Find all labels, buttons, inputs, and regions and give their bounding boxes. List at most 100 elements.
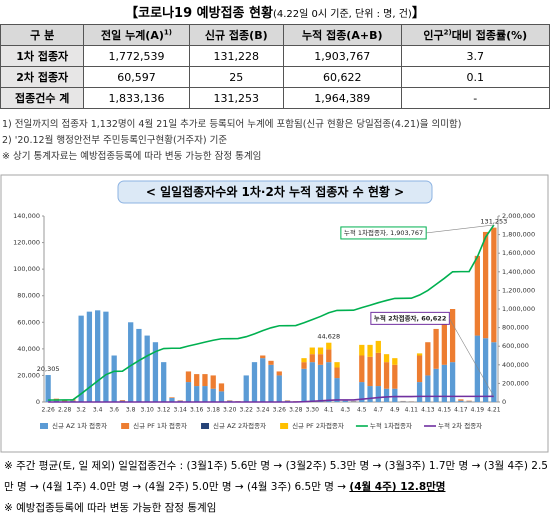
legend-swatch [280,423,288,429]
bar [268,365,273,402]
x-tick-label: 3.12 [157,407,171,414]
x-tick-label: 2.26 [41,407,55,414]
bar [252,362,257,402]
bar [301,358,306,362]
x-tick-label: 3.20 [223,407,237,414]
bar [400,401,405,402]
bar [417,356,422,383]
bar [367,386,372,402]
y2-tick-label: 600,000 [502,342,529,350]
bar [425,375,430,402]
bar [301,369,306,402]
table-cell: 131,228 [189,46,283,67]
bar [120,400,125,401]
x-tick-label: 3.14 [174,407,188,414]
x-tick-label: 2.28 [58,407,72,414]
x-tick-label: 4.9 [390,407,400,414]
bar [45,375,50,402]
bar [491,228,496,343]
bar [161,362,166,402]
header-text: 구 분 [30,29,54,42]
table-cell: - [401,88,549,109]
bar [417,382,422,402]
header-cell: 구 분 [1,25,84,46]
y-tick-label: 60,000 [17,318,40,326]
total-label: 131,253 [480,218,507,226]
bar [458,401,463,402]
bar [367,357,372,386]
total-label: 20,305 [37,365,60,373]
bar [442,318,447,365]
bar [392,365,397,389]
total-label: 44,628 [317,333,340,341]
weekly-value: (3월1주) 5.6만 명 [186,460,270,472]
header-text: 2) [444,28,452,36]
table-cell: 1,772,539 [84,46,189,67]
bar [351,401,356,402]
bar [260,358,265,402]
row-header: 접종건수 계 [1,88,84,109]
note: 2) '20.12월 행정안전부 주민등록인구현황(거주자) 기준 [2,133,461,149]
arrow: → [273,460,282,472]
y-tick-label: 0 [36,398,40,406]
y2-tick-label: 0 [502,398,506,406]
bar [318,365,323,402]
chart-title: < 일일접종자수와 1차·2차 누적 접종자 수 현황 > [146,184,404,199]
chart: < 일일접종자수와 1차·2차 누적 접종자 수 현황 > 020,00040,… [0,174,550,454]
x-tick-label: 4.17 [454,407,468,414]
table-cell: 1,833,136 [84,88,189,109]
header-text: 전일 누계(A) [101,29,164,42]
y2-tick-label: 800,000 [502,324,529,332]
notes: 1) 전일까지의 접종자 1,132명이 4월 21일 추가로 등록되어 누계에… [2,117,461,165]
y-tick-label: 140,000 [13,212,40,220]
y2-tick-label: 1,400,000 [502,268,535,276]
arrow: → [132,481,141,493]
x-tick-label: 3.26 [273,407,287,414]
bar [268,361,273,365]
bar [169,397,174,398]
x-tick-label: 4.19 [471,407,485,414]
x-tick-label: 3.24 [256,407,270,414]
bar [425,342,430,375]
title-end: 】 [412,6,425,21]
weekly-value: (3월3주) 1.7만 명 [385,460,469,472]
bar [376,341,381,353]
bar [483,232,488,338]
weekly-intro: ※ 주간 평균(토, 일 제외) 일일접종건수 : [4,460,183,472]
y2-tick-label: 400,000 [502,361,529,369]
bar [202,386,207,402]
x-tick-label: 4.3 [341,407,351,414]
bar [367,345,372,357]
bar [145,336,150,402]
x-tick-label: 4.15 [438,407,452,414]
arrow: → [372,460,381,472]
y2-tick-label: 1,000,000 [502,305,535,313]
bar [310,362,315,402]
table-cell: 1,903,767 [283,46,401,67]
x-tick-label: 3.30 [306,407,320,414]
table-cell: 60,622 [283,67,401,88]
header-cell: 전일 누계(A)1) [84,25,189,46]
bar [359,345,364,356]
arrow: → [30,481,39,493]
bar [343,401,348,402]
x-tick-label: 3.16 [190,407,204,414]
bar [326,349,331,362]
bar [334,378,339,402]
y-tick-label: 40,000 [17,345,40,353]
row-header: 2차 접종자 [1,67,84,88]
bar [310,348,315,355]
x-tick-label: 3.8 [126,407,136,414]
x-tick-label: 3.6 [109,407,119,414]
legend-label: 신규 AZ 2차접종자 [213,421,266,430]
legend-label: 누적 1차접종자 [370,421,412,430]
bar [277,371,282,375]
bar [483,338,488,402]
bar [326,343,331,350]
bar [186,371,191,382]
note: 1) 전일까지의 접종자 1,132명이 4월 21일 추가로 등록되어 누계에… [2,117,461,133]
